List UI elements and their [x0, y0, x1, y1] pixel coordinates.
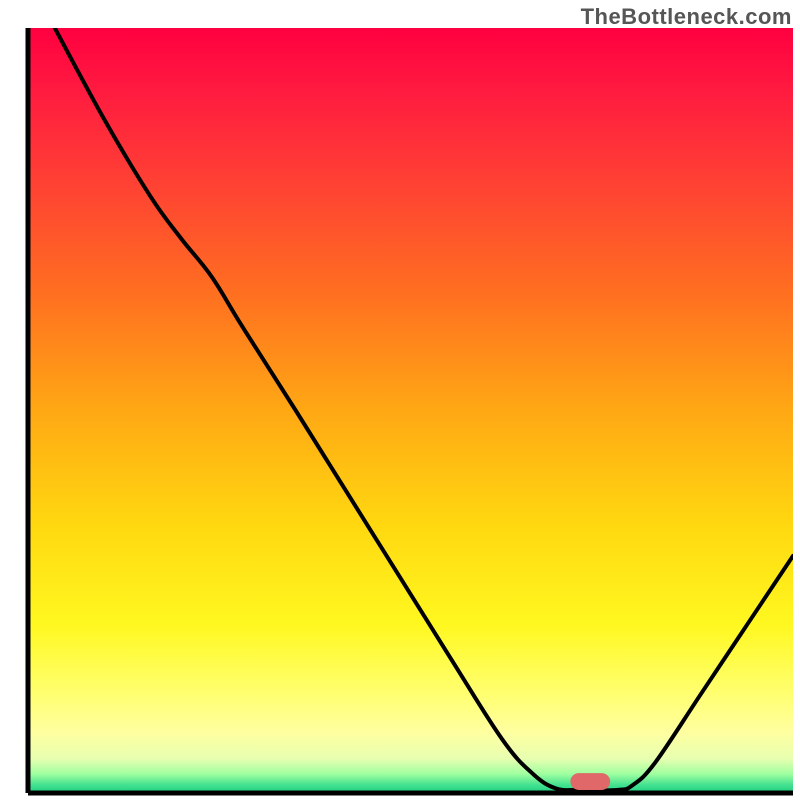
optimal-marker — [570, 773, 610, 790]
bottleneck-chart — [0, 0, 800, 800]
chart-container: TheBottleneck.com — [0, 0, 800, 800]
gradient-background — [28, 28, 793, 793]
watermark-text: TheBottleneck.com — [581, 4, 792, 30]
